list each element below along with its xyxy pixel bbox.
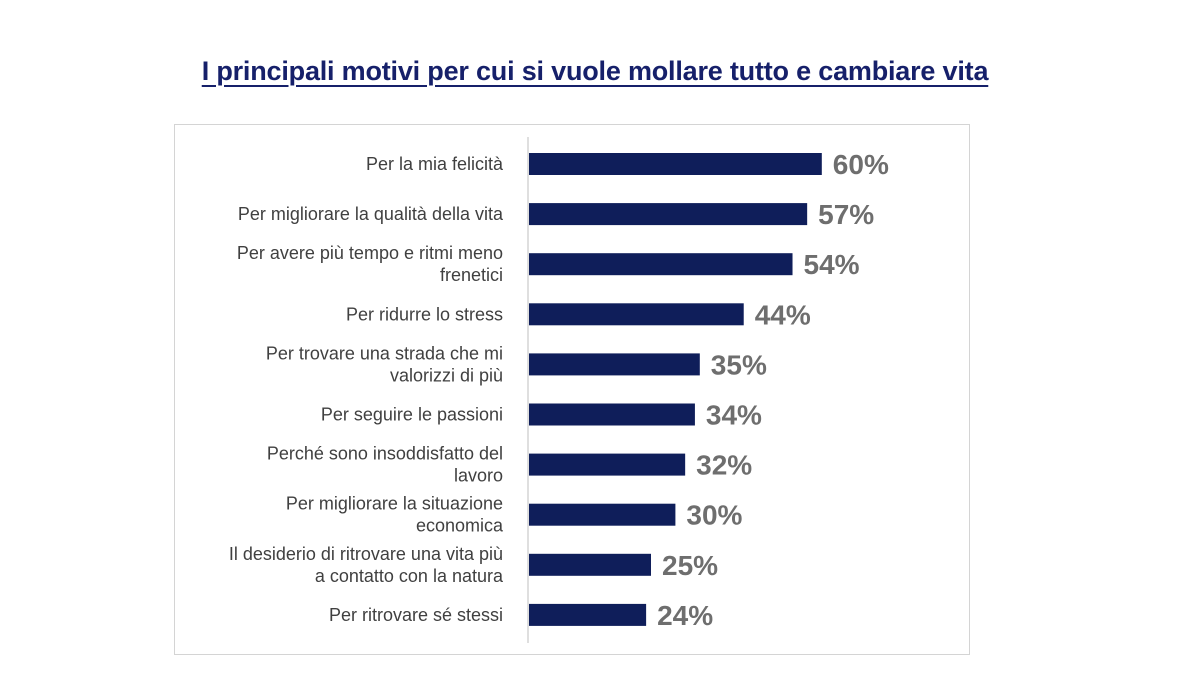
value-label: 35%: [711, 349, 767, 380]
value-label: 30%: [686, 500, 742, 531]
category-label: Per ridurre lo stress: [346, 304, 503, 324]
category-label: Il desiderio di ritrovare una vita più: [229, 544, 503, 564]
category-label: Per migliorare la qualità della vita: [238, 204, 504, 224]
value-label: 32%: [696, 450, 752, 481]
bar: [529, 253, 793, 276]
bar: [529, 503, 676, 526]
category-label: Per trovare una strada che mi: [266, 343, 503, 363]
value-label: 25%: [662, 550, 718, 581]
bar: [529, 553, 651, 576]
bar: [529, 403, 695, 426]
bar-chart: 60% Per la mia felicità 57% Per migliorare …: [229, 137, 889, 643]
category-label: economica: [416, 516, 504, 536]
chart-title: I principali motivi per cui si vuole mol…: [201, 56, 989, 86]
value-label: 44%: [755, 299, 811, 330]
bar: [529, 303, 744, 326]
category-label: a contatto con la natura: [315, 566, 504, 586]
category-label: valorizzi di più: [390, 365, 503, 385]
value-label: 57%: [818, 199, 874, 230]
value-label: 24%: [657, 600, 713, 631]
category-label: Per avere più tempo e ritmi meno: [237, 243, 503, 263]
value-label: 54%: [804, 249, 860, 280]
category-label: Per migliorare la situazione: [286, 494, 503, 514]
value-label: 34%: [706, 400, 762, 431]
bar: [529, 453, 686, 476]
category-label: Perché sono insoddisfatto del: [267, 444, 503, 464]
bar: [529, 603, 647, 626]
bar: [529, 153, 822, 175]
category-label: Per seguire le passioni: [321, 405, 503, 425]
chart-area: 60% Per la mia felicità 57% Per migliorare …: [174, 124, 970, 655]
category-label: Per la mia felicità: [366, 154, 504, 174]
category-label: lavoro: [454, 466, 503, 486]
bar: [529, 203, 808, 226]
category-label: frenetici: [440, 265, 503, 285]
value-label: 60%: [833, 149, 889, 180]
category-label: Per ritrovare sé stessi: [329, 605, 503, 625]
bar: [529, 353, 700, 376]
